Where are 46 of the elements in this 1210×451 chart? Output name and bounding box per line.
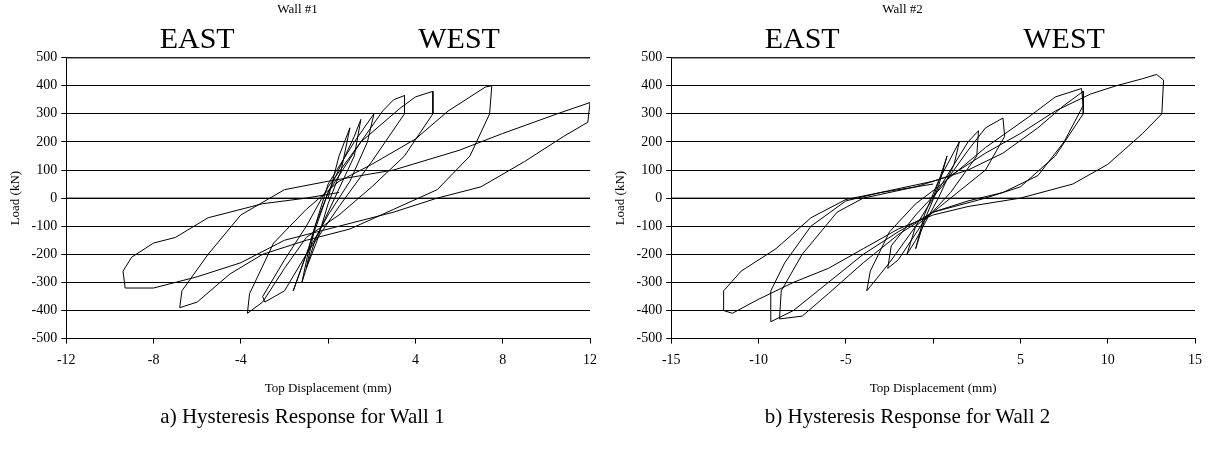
y-tick-label: 400 [36,77,58,93]
y-tick-label: 100 [36,161,58,177]
x-tick-label: 4 [411,351,419,367]
x-tick-label: -8 [147,351,160,367]
y-tick-label: -500 [31,330,58,346]
y-tick-label: -100 [31,217,58,233]
y-tick-label: -300 [31,274,58,290]
y-tick-label: -200 [31,245,58,261]
text: a) Hysteresis Response for Wall 1 [159,404,446,429]
x-tick-label: 10 [1100,351,1115,367]
y-tick-label: 200 [36,133,58,149]
text: WEST [1023,21,1105,55]
x-tick-label: -10 [749,351,768,367]
text: EAST [159,21,235,55]
text: EAST [764,21,840,55]
y-tick-label: -300 [636,274,663,290]
x-tick-label: -4 [235,351,247,367]
chart-title: Wall #2 [882,1,923,17]
x-tick-label: 15 [1188,351,1202,367]
y-axis-title: Load (kN) [612,170,628,226]
y-tick-label: 0 [50,189,58,205]
y-tick-label: 100 [641,161,663,177]
y-axis-title: Load (kN) [7,170,23,226]
text: b) Hysteresis Response for Wall 2 [763,404,1052,429]
y-tick-label: 300 [641,105,663,121]
x-axis-title: Top Displacement (mm) [264,379,392,395]
y-tick-label: 500 [641,49,663,65]
y-tick-label: -100 [636,217,663,233]
x-axis-title: Top Displacement (mm) [869,379,997,395]
x-tick-label: -12 [56,351,76,367]
y-tick-label: -400 [636,302,663,318]
y-tick-label: -500 [636,330,663,346]
x-tick-label: -15 [661,351,681,367]
y-tick-label: 300 [36,105,58,121]
y-tick-label: 200 [641,133,663,149]
y-tick-label: 400 [641,77,663,93]
x-tick-label: -5 [840,351,852,367]
x-tick-label: 5 [1016,351,1024,367]
x-tick-label: 8 [499,351,507,367]
y-tick-label: 0 [655,189,663,205]
y-tick-label: -200 [636,245,663,261]
y-tick-label: -400 [31,302,58,318]
chart-title: Wall #1 [277,1,318,17]
y-tick-label: 500 [36,49,58,65]
text: WEST [418,21,500,55]
x-tick-label: 12 [583,351,597,367]
